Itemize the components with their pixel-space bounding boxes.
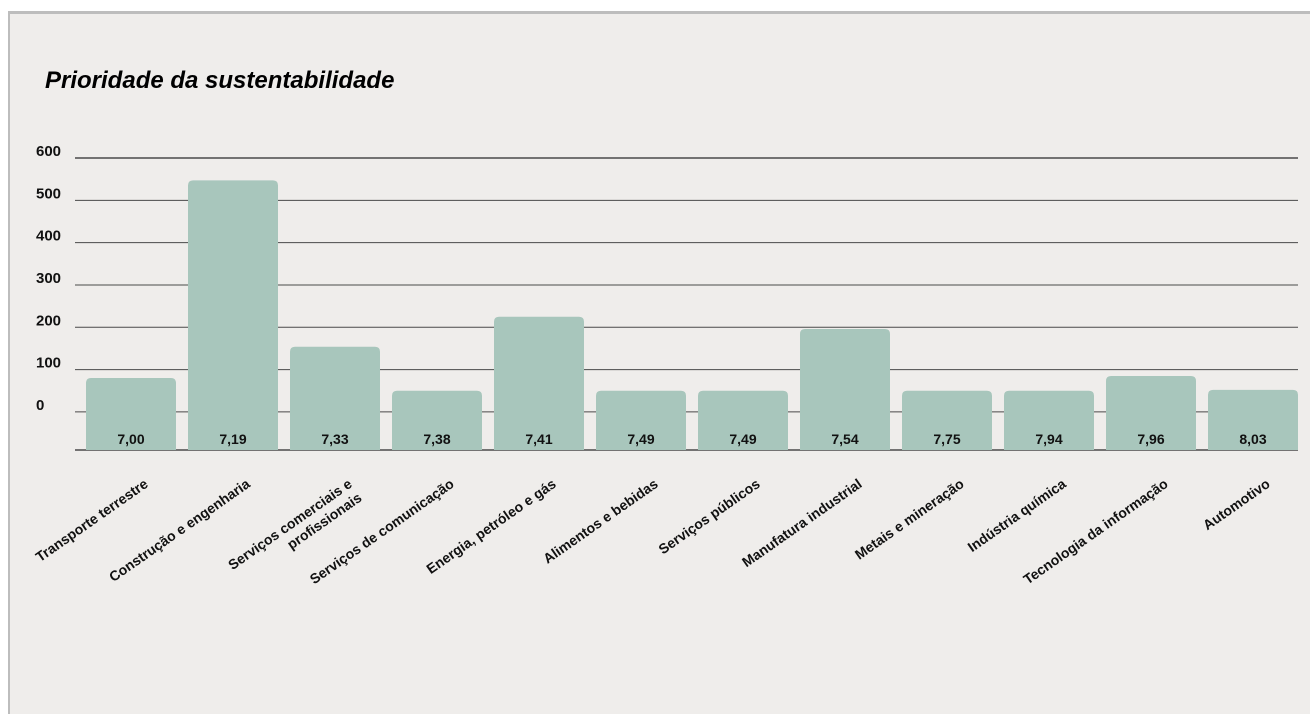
data-label: 7,75 <box>933 431 960 447</box>
data-label: 7,38 <box>423 431 450 447</box>
y-tick-label: 100 <box>36 355 61 372</box>
bar <box>1208 389 1298 450</box>
data-label: 7,33 <box>321 431 348 447</box>
x-tick-label: Alimentos e bebidas <box>540 475 661 566</box>
y-tick-label: 200 <box>36 312 61 329</box>
bar <box>86 378 176 450</box>
y-tick-label: 600 <box>36 143 61 160</box>
x-tick-label: Serviços públicos <box>655 475 763 557</box>
bar <box>1004 390 1094 450</box>
bar <box>596 390 686 450</box>
x-tick-label: Automotivo <box>1200 475 1273 533</box>
data-label: 8,03 <box>1239 431 1266 447</box>
x-tick-label: Metais e mineração <box>852 475 967 562</box>
x-tick-label: Indústria química <box>965 475 1069 555</box>
data-label: 7,19 <box>219 431 246 447</box>
chart-title: Prioridade da sustentabilidade <box>45 67 395 94</box>
bar <box>1106 375 1196 450</box>
data-label: 7,54 <box>831 431 858 447</box>
bar <box>392 390 482 450</box>
data-label: 7,49 <box>729 431 756 447</box>
y-tick-label: 0 <box>36 397 44 414</box>
y-tick-label: 400 <box>36 228 61 245</box>
bar <box>902 390 992 450</box>
bar <box>290 346 380 450</box>
y-tick-label: 500 <box>36 185 61 202</box>
data-label: 7,41 <box>525 431 552 447</box>
bar <box>188 180 278 450</box>
data-label: 7,94 <box>1035 431 1062 447</box>
data-label: 7,96 <box>1137 431 1164 447</box>
bar <box>800 328 890 450</box>
x-tick-label: Transporte terrestre <box>33 475 151 565</box>
y-tick-label: 300 <box>36 270 61 287</box>
data-label: 7,49 <box>627 431 654 447</box>
data-label: 7,00 <box>117 431 144 447</box>
bar <box>698 390 788 450</box>
bar <box>494 316 584 450</box>
